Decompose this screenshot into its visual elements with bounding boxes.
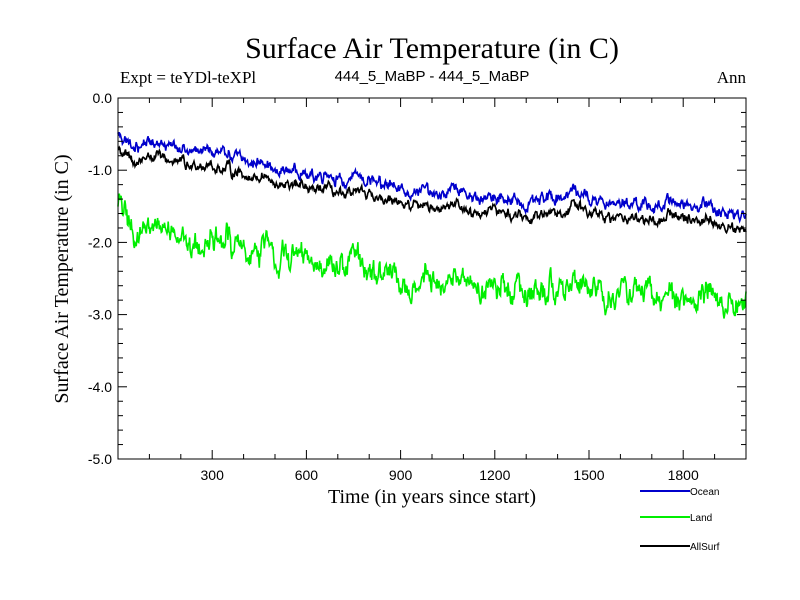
y-tick-label: -2.0: [88, 234, 112, 250]
series-line-land: [117, 193, 747, 319]
x-axis-label: Time (in years since start): [328, 486, 536, 508]
x-tick-label: 1800: [668, 467, 699, 483]
x-tick-label: 1500: [573, 467, 604, 483]
legend-label-allsurf: AllSurf: [690, 542, 720, 553]
chart-title: Surface Air Temperature (in C): [245, 32, 619, 65]
series-line-allsurf: [117, 145, 747, 235]
comparison-label: 444_5_MaBP - 444_5_MaBP: [335, 68, 530, 85]
legend-label-ocean: Ocean: [690, 487, 719, 498]
ticks-layer: 300 600 900 1200 1500 1800 0.0 -1.0 -2.0 -3.0 -4.0…: [88, 90, 747, 483]
y-tick-label: -1.0: [88, 162, 112, 178]
legend: Ocean Land AllSurf: [640, 487, 720, 553]
series-line-ocean: [117, 132, 747, 224]
y-tick-label: 0.0: [93, 90, 113, 106]
x-tick-label: 900: [389, 467, 413, 483]
season-label: Ann: [717, 68, 747, 87]
y-tick-label: -4.0: [88, 379, 112, 395]
legend-label-land: Land: [690, 513, 712, 524]
y-tick-label: -3.0: [88, 307, 112, 323]
x-tick-label: 300: [201, 467, 225, 483]
x-tick-label: 600: [295, 467, 319, 483]
y-axis-label: Surface Air Temperature (in C): [51, 154, 73, 403]
y-tick-label: -5.0: [88, 451, 112, 467]
x-tick-label: 1200: [479, 467, 510, 483]
series-layer: [117, 132, 747, 319]
experiment-label: Expt = teYDl-teXPl: [120, 68, 256, 87]
